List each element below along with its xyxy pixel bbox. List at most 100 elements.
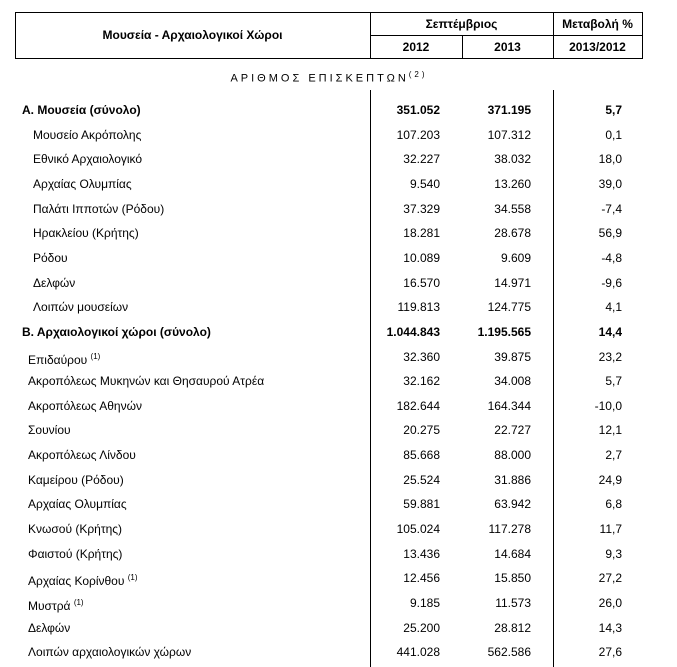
value-2013: 38.032 (494, 152, 531, 167)
header-year: 2012 (402, 40, 430, 54)
row-name: Παλάτι Ιπποτών (Ρόδου) (33, 201, 164, 217)
value-2013: 124.775 (487, 300, 531, 315)
change: 2,7 (605, 448, 622, 463)
value-2012: 351.052 (396, 103, 440, 117)
value-2012: 9.540 (409, 176, 440, 191)
note: (1) (127, 573, 138, 583)
value-2013: 15.850 (494, 571, 531, 586)
row-name: Αρχαίας Κορίνθου (1) (28, 570, 138, 589)
value-2012: 9.185 (409, 596, 440, 610)
change: -4,8 (601, 250, 622, 265)
change: 5,7 (605, 103, 622, 117)
value-2012: 18.281 (403, 226, 440, 241)
rule (553, 12, 554, 59)
change: 24,9 (598, 472, 622, 487)
value-2013: 371.195 (487, 103, 531, 117)
note: (2) (408, 70, 428, 79)
value-2013: 164.344 (487, 398, 531, 413)
change: 11,7 (599, 522, 622, 537)
change: 23,2 (598, 349, 622, 364)
value-2012: 12.456 (403, 571, 440, 586)
header-change: Μεταβολή % (562, 17, 633, 31)
change: 39,0 (598, 176, 622, 191)
change: -10,0 (594, 398, 622, 413)
row-name: Κνωσού (Κρήτης) (28, 521, 122, 537)
value-2012: 32.162 (403, 374, 440, 389)
row-name-text: Παλάτι Ιπποτών (Ρόδου) (33, 201, 165, 216)
rule (370, 90, 371, 667)
value-2012: 32.227 (403, 152, 440, 167)
change: 18,0 (598, 152, 622, 167)
change: 14,3 (598, 620, 622, 635)
change: 14,4 (598, 324, 622, 339)
change: -7,4 (601, 201, 622, 216)
subtitle-text: ΑΡΙΘΜΟΣ ΕΠΙΣΚΕΠΤΩΝ (230, 72, 409, 85)
change: 56,9 (598, 226, 622, 241)
row-name: Δελφών (28, 620, 70, 636)
value-2012: 107.203 (396, 127, 440, 142)
value-2013: 14.971 (494, 275, 531, 290)
change: 27,6 (598, 645, 622, 660)
change: -9,6 (601, 275, 622, 290)
note: (1) (90, 351, 101, 361)
value-2013: 63.942 (494, 497, 531, 512)
rule (462, 35, 463, 59)
value-2012: 105.024 (396, 522, 440, 537)
value-2013: 31.886 (494, 472, 531, 487)
row-name-text: Α. Μουσεία (σύνολο) (22, 103, 141, 117)
rule (15, 12, 16, 59)
row-name: Λοιπών αρχαιολογικών χώρων (28, 644, 191, 660)
row-name-text: Ακροπόλεως Λίνδου (28, 448, 136, 463)
rule (553, 90, 554, 667)
row-name-text: Εθνικό Αρχαιολογικό (33, 152, 143, 167)
value-2012: 25.524 (403, 472, 440, 487)
row-name: Μυστρά (1) (28, 595, 84, 614)
value-2012: 10.089 (403, 250, 440, 265)
row-name-text: Λοιπών αρχαιολογικών χώρων (28, 645, 192, 660)
row-name-text: Κνωσού (Κρήτης) (28, 522, 123, 537)
row-name: Αρχαίας Ολυμπίας (33, 176, 132, 192)
row-name: Μουσείο Ακρόπολης (33, 127, 141, 143)
row-name: Φαιστού (Κρήτης) (28, 546, 122, 562)
value-2013: 34.008 (494, 374, 531, 389)
value-2012: 85.668 (403, 448, 440, 463)
rule (642, 12, 643, 59)
value-2013: 13.260 (494, 176, 531, 191)
row-name-text: Λοιπών μουσείων (33, 300, 129, 315)
row-name-text: Ηρακλείου (Κρήτης) (33, 226, 139, 241)
rule (15, 12, 643, 13)
row-name: Δελφών (33, 275, 75, 291)
change: 9,3 (605, 546, 622, 561)
row-name-text: Αρχαίας Κορίνθου (28, 574, 125, 589)
row-name-text: Επιδαύρου (28, 352, 88, 367)
row-name: Επιδαύρου (1) (28, 349, 100, 368)
row-name-text: Μυστρά (28, 599, 71, 613)
header-change-period: 2013/2012 (569, 40, 626, 54)
value-2013: 34.558 (494, 201, 531, 216)
value-2013: 11.573 (495, 596, 531, 610)
row-name-text: Ρόδου (33, 250, 68, 265)
change: 12,1 (598, 423, 622, 438)
value-2013: 28.812 (494, 620, 531, 635)
row-name-text: Φαιστού (Κρήτης) (28, 546, 123, 561)
value-2012: 1.044.843 (386, 324, 440, 339)
row-name: Ακροπόλεως Αθηνών (28, 398, 142, 414)
value-2013: 1.195.565 (477, 324, 531, 339)
value-2013: 39.875 (494, 349, 531, 364)
rule (15, 58, 643, 59)
row-name-text: Δελφών (28, 620, 71, 635)
change: 4,1 (605, 300, 622, 315)
header-title: Μουσεία - Αρχαιολογικοί Χώροι (102, 28, 283, 42)
row-name: Ηρακλείου (Κρήτης) (33, 225, 139, 241)
row-name-text: Δελφών (33, 275, 76, 290)
value-2012: 32.360 (403, 349, 440, 364)
note: (1) (73, 598, 84, 607)
value-2012: 441.028 (396, 645, 440, 660)
change: 26,0 (598, 596, 622, 610)
value-2013: 14.684 (494, 546, 531, 561)
value-2013: 9.609 (500, 250, 531, 265)
row-name-text: Καμείρου (Ρόδου) (28, 472, 124, 487)
value-2012: 13.436 (403, 546, 440, 561)
value-2012: 20.275 (403, 423, 440, 438)
row-name: Ρόδου (33, 250, 68, 266)
